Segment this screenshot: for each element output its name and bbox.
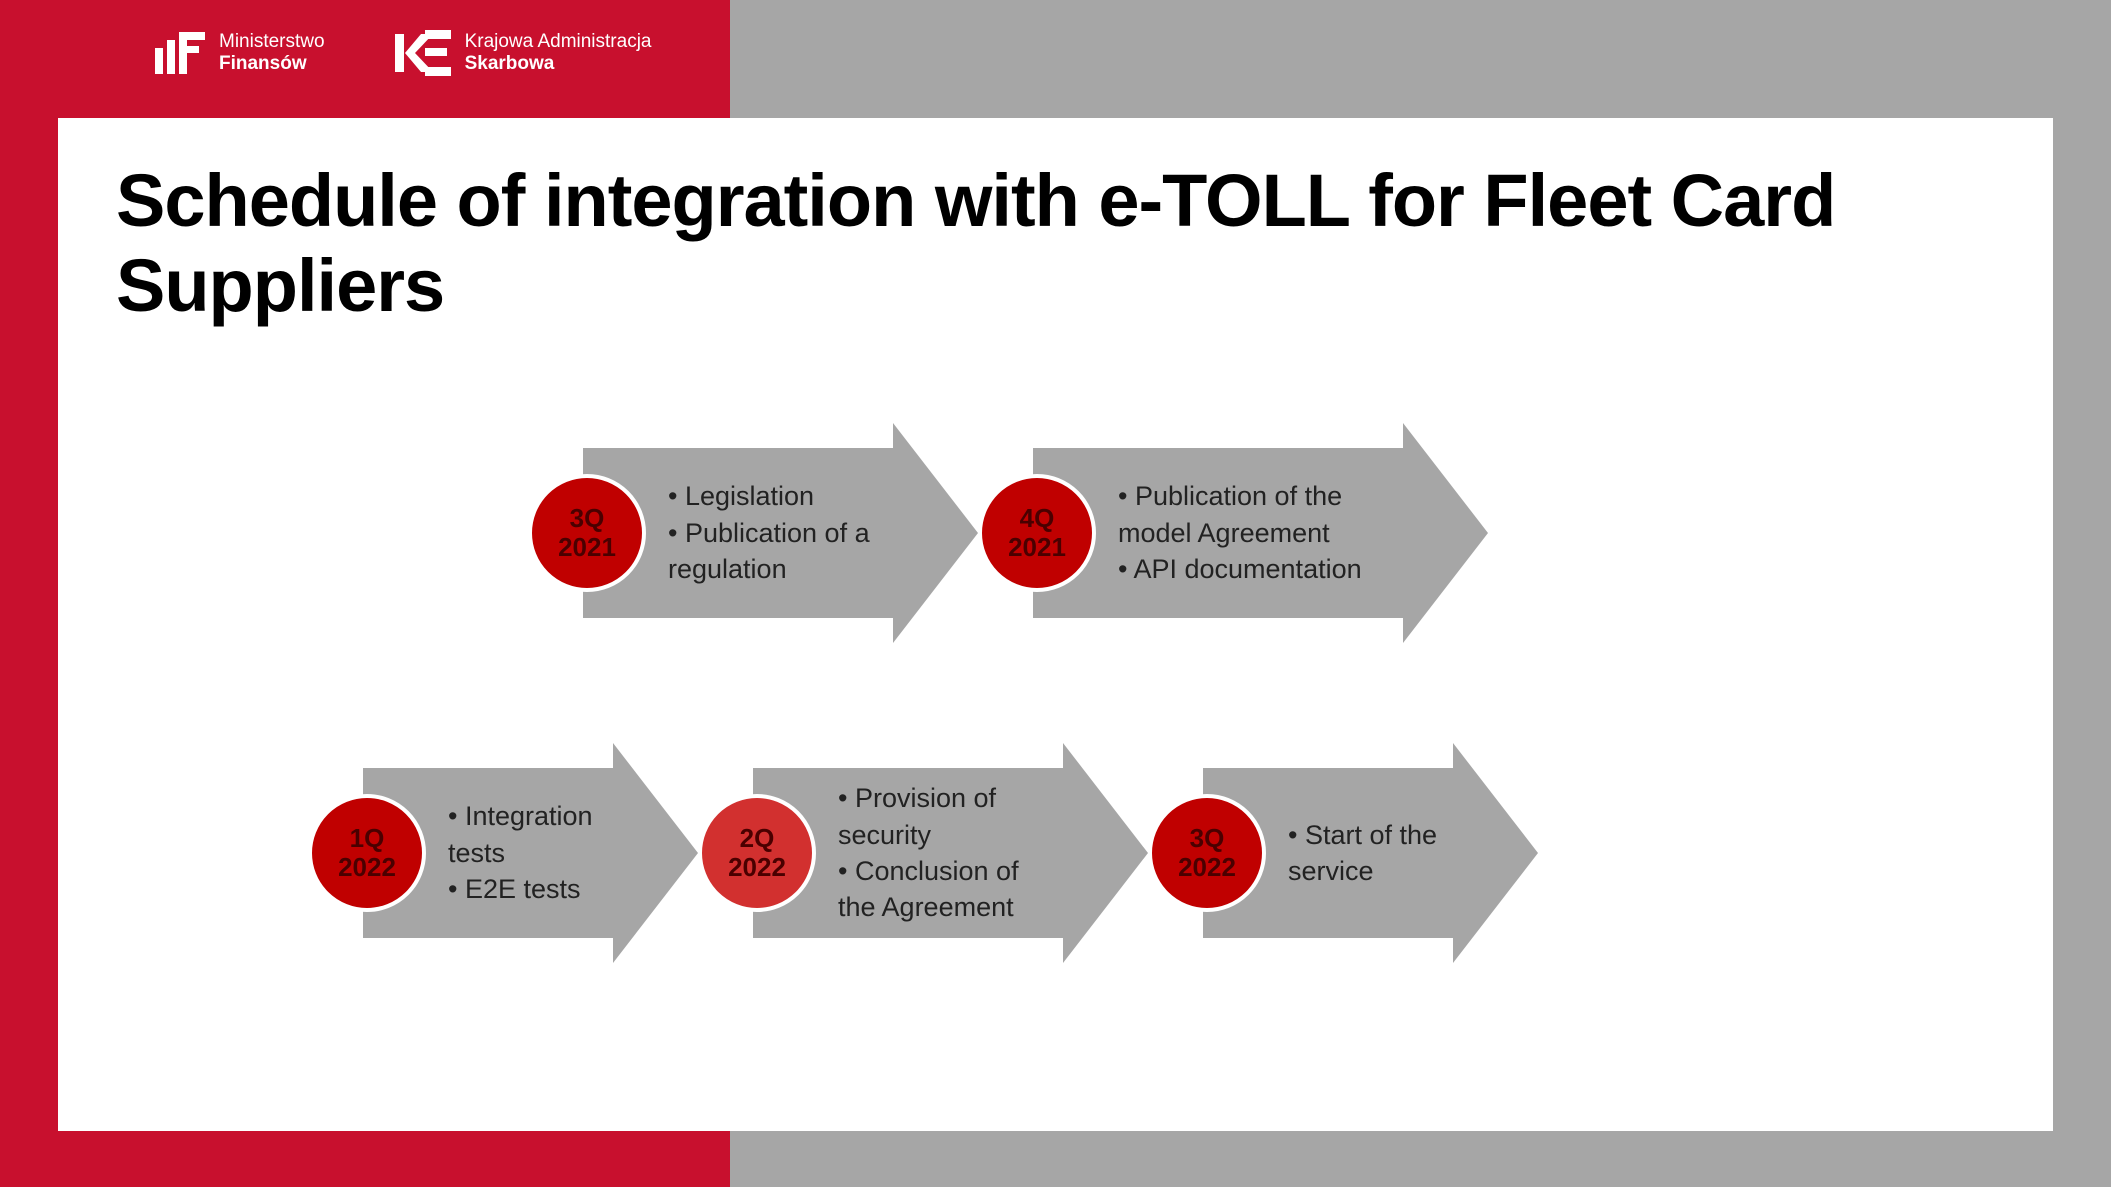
bullet: Start of the service [1288, 817, 1453, 890]
bullet: E2E tests [448, 871, 613, 907]
logo-mf: Ministerstwo Finansów [155, 31, 325, 75]
bullet: Conclusion of the Agreement [838, 853, 1063, 926]
period-q: 1Q [350, 824, 385, 853]
step-4q2021: Publication of the model Agreement API d… [1033, 448, 1403, 618]
bullet: Provision of security [838, 780, 1063, 853]
step-bullets: Start of the service [1288, 817, 1453, 890]
bullet: Publication of a regulation [668, 515, 893, 588]
period-q: 3Q [570, 504, 605, 533]
step-bullets: Integration tests E2E tests [448, 798, 613, 907]
logo-kas: Krajowa Administracja Skarbowa [395, 30, 652, 76]
period-circle: 1Q 2022 [308, 794, 426, 912]
logo1-line1: Ministerstwo [219, 31, 325, 53]
period-circle: 3Q 2022 [1148, 794, 1266, 912]
period-circle: 3Q 2021 [528, 474, 646, 592]
kas-logo-icon [395, 30, 451, 76]
step-bullets: Provision of security Conclusion of the … [838, 780, 1063, 926]
bullet: Publication of the model Agreement [1118, 478, 1403, 551]
slide-title: Schedule of integration with e-TOLL for … [116, 158, 1916, 328]
period-q: 3Q [1190, 824, 1225, 853]
period-y: 2022 [1178, 853, 1236, 882]
step-bullets: Legislation Publication of a regulation [668, 478, 893, 587]
bullet: API documentation [1118, 551, 1403, 587]
logo1-line2: Finansów [219, 53, 325, 75]
period-q: 4Q [1020, 504, 1055, 533]
bullet: Legislation [668, 478, 893, 514]
logo2-line2: Skarbowa [465, 53, 652, 75]
step-2q2022: Provision of security Conclusion of the … [753, 768, 1063, 938]
period-q: 2Q [740, 824, 775, 853]
step-1q2022: Integration tests E2E tests 1Q 2022 [363, 768, 613, 938]
logo2-line1: Krajowa Administracja [465, 31, 652, 53]
period-y: 2022 [338, 853, 396, 882]
step-bullets: Publication of the model Agreement API d… [1118, 478, 1403, 587]
slide-body: Schedule of integration with e-TOLL for … [58, 118, 2053, 1131]
period-y: 2022 [728, 853, 786, 882]
period-circle: 4Q 2021 [978, 474, 1096, 592]
mf-logo-icon [155, 32, 205, 74]
period-circle: 2Q 2022 [698, 794, 816, 912]
header-logos: Ministerstwo Finansów Krajowa Administra… [155, 30, 652, 76]
timeline-row-2: Integration tests E2E tests 1Q 2022 Prov… [363, 768, 1433, 938]
period-y: 2021 [558, 533, 616, 562]
period-y: 2021 [1008, 533, 1066, 562]
bullet: Integration tests [448, 798, 613, 871]
step-3q2021: Legislation Publication of a regulation … [583, 448, 893, 618]
step-3q2022: Start of the service 3Q 2022 [1203, 768, 1453, 938]
timeline-row-1: Legislation Publication of a regulation … [583, 448, 1383, 618]
